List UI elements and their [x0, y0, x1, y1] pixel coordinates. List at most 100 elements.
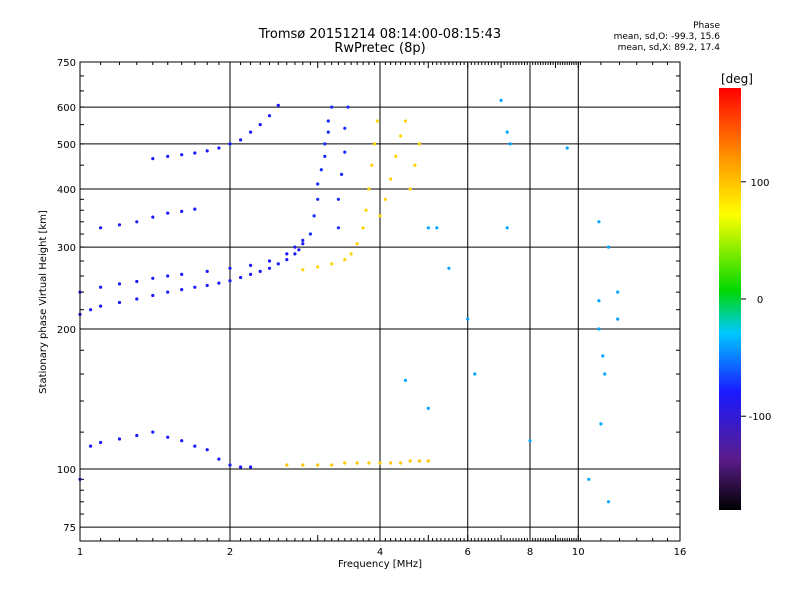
data-point — [301, 463, 305, 467]
data-point — [228, 279, 232, 283]
colorbar-label: [deg] — [721, 72, 753, 86]
x-tick-label: 10 — [572, 547, 585, 558]
phase-legend-title: Phase — [693, 21, 720, 31]
colorbar-tick-label: 100 — [750, 178, 769, 189]
data-point — [180, 153, 184, 157]
data-point — [370, 163, 374, 167]
data-point — [426, 226, 430, 230]
x-tick-label: 1 — [77, 547, 83, 558]
y-axis-label: Stationary phase Virtual Height [km] — [38, 210, 49, 394]
data-point — [326, 119, 330, 123]
data-point — [399, 461, 403, 465]
data-point — [372, 142, 377, 146]
data-point — [135, 297, 139, 301]
data-point — [435, 226, 439, 230]
data-point — [355, 461, 359, 465]
data-point — [180, 272, 184, 276]
data-point — [166, 274, 170, 278]
data-point — [249, 272, 253, 276]
x-tick-label: 8 — [527, 547, 533, 558]
data-point — [355, 242, 359, 246]
data-point — [528, 439, 532, 443]
data-point — [606, 245, 611, 249]
data-point — [151, 430, 155, 434]
colorbar — [719, 88, 741, 510]
data-point — [205, 149, 209, 153]
data-point — [217, 146, 221, 150]
data-point — [383, 197, 387, 201]
data-point — [301, 238, 305, 242]
x-tick-labels: 1 2 4 6 8 10 16 — [77, 547, 687, 558]
data-point — [336, 197, 340, 201]
data-point — [389, 461, 393, 465]
data-point — [447, 266, 451, 270]
data-point — [565, 146, 569, 150]
data-point — [466, 317, 470, 321]
data-point — [316, 265, 320, 269]
chart-subtitle: RwPretec (8p) — [334, 41, 426, 56]
data-point — [267, 259, 272, 263]
data-point — [276, 103, 280, 107]
data-point — [505, 226, 509, 230]
data-point — [228, 142, 232, 146]
y-tick-label: 400 — [57, 185, 76, 196]
data-point — [316, 182, 320, 186]
data-point — [205, 269, 209, 273]
data-point — [239, 275, 243, 280]
y-tick-label: 300 — [57, 243, 76, 254]
data-point — [297, 248, 301, 252]
colorbar-tick-label: -100 — [749, 412, 772, 423]
data-point — [267, 266, 272, 270]
data-point — [473, 372, 477, 376]
y-tick-label: 200 — [57, 325, 76, 336]
data-point — [389, 177, 393, 181]
data-point — [508, 142, 512, 146]
data-point — [193, 207, 197, 211]
data-point — [367, 461, 371, 465]
data-point — [330, 463, 334, 467]
data-point — [308, 232, 312, 236]
data-point — [340, 172, 344, 176]
data-point — [603, 372, 607, 376]
data-points — [78, 98, 620, 504]
data-point — [166, 154, 170, 158]
data-point — [117, 282, 122, 286]
data-point — [426, 459, 430, 463]
data-point — [99, 285, 103, 289]
data-point — [616, 317, 620, 321]
colorbar-tick-label: 0 — [757, 295, 763, 306]
data-point — [413, 163, 417, 167]
data-point — [217, 281, 221, 285]
data-point — [293, 245, 297, 249]
data-point — [166, 211, 170, 215]
data-point — [99, 304, 103, 308]
data-point — [599, 422, 603, 426]
data-point — [151, 157, 155, 161]
data-point — [89, 308, 93, 312]
data-point — [364, 208, 368, 212]
data-point — [249, 130, 253, 134]
data-point — [249, 465, 253, 469]
data-point — [258, 269, 262, 273]
data-point — [330, 105, 334, 109]
data-point — [151, 293, 155, 298]
colorbar-ticks: 100 0 -100 — [741, 178, 771, 423]
data-point — [180, 209, 184, 213]
data-point — [394, 154, 398, 158]
data-point — [323, 154, 327, 158]
data-point — [505, 130, 509, 134]
data-point — [601, 354, 605, 358]
data-point — [323, 142, 327, 146]
data-point — [312, 214, 316, 218]
data-point — [349, 252, 353, 256]
data-point — [616, 290, 620, 294]
chart-title: Tromsø 20151214 08:14:00-08:15:43 — [258, 27, 502, 42]
data-point — [499, 98, 503, 102]
data-point — [367, 187, 371, 191]
data-point — [326, 130, 330, 134]
data-point — [426, 406, 430, 410]
data-point — [301, 242, 305, 246]
y-tick-labels: 75 100 200 300 400 500 600 750 — [57, 58, 76, 534]
data-point — [343, 150, 347, 154]
